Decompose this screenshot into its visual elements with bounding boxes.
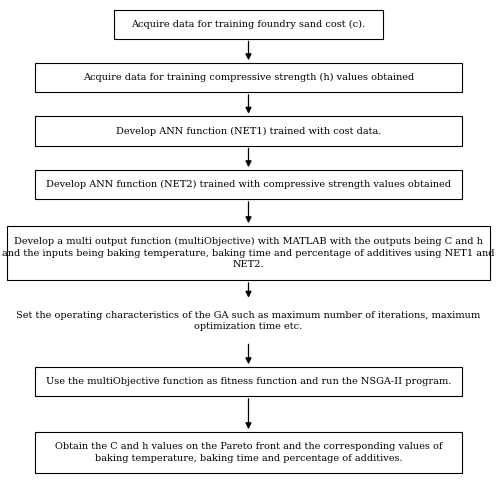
Text: Use the multiObjective function as fitness function and run the NSGA-II program.: Use the multiObjective function as fitne… <box>46 377 451 386</box>
Bar <box>7 226 490 280</box>
Bar <box>114 10 383 38</box>
Text: Develop ANN function (NET1) trained with cost data.: Develop ANN function (NET1) trained with… <box>116 126 381 136</box>
Bar <box>35 367 462 396</box>
Text: Acquire data for training foundry sand cost (c).: Acquire data for training foundry sand c… <box>131 20 366 28</box>
Text: Set the operating characteristics of the GA such as maximum number of iterations: Set the operating characteristics of the… <box>16 310 481 332</box>
Bar <box>35 432 462 473</box>
Bar <box>35 63 462 92</box>
Bar <box>35 116 462 146</box>
Bar <box>35 170 462 199</box>
Text: Acquire data for training compressive strength (h) values obtained: Acquire data for training compressive st… <box>83 73 414 82</box>
Text: Develop ANN function (NET2) trained with compressive strength values obtained: Develop ANN function (NET2) trained with… <box>46 180 451 189</box>
Text: Obtain the C and h values on the Pareto front and the corresponding values of
ba: Obtain the C and h values on the Pareto … <box>55 442 442 463</box>
Text: Develop a multi output function (multiObjective) with MATLAB with the outputs be: Develop a multi output function (multiOb… <box>2 236 495 270</box>
